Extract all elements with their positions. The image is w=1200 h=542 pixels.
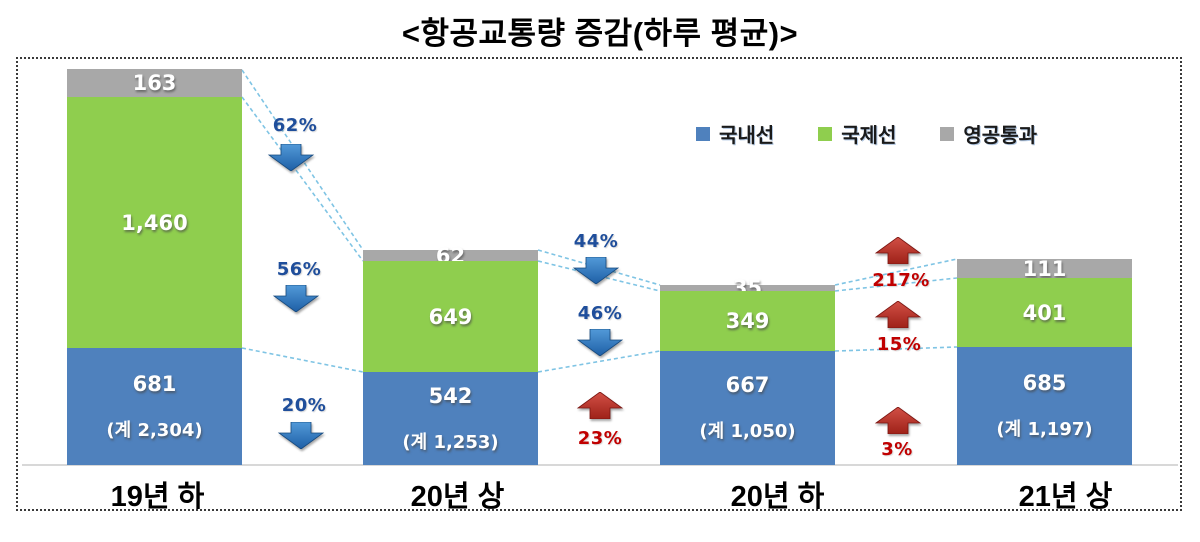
x-axis-baseline	[22, 464, 1178, 466]
bar-segment-overflight-1: 62	[363, 244, 538, 268]
increase-arrow-icon	[576, 392, 624, 419]
segment-value: 163	[132, 71, 177, 95]
change-label-international-g1: 56%	[276, 259, 322, 280]
change-label-international-g3: 15%	[876, 334, 922, 355]
bar-segment-international-0: 1,460	[67, 97, 242, 348]
bar-segment-domestic-0: 681 (계 2,304)	[67, 348, 242, 465]
legend-label-domestic: 국내선	[719, 125, 775, 147]
chart-title: <항공교통량 증감(하루 평균)>	[401, 16, 799, 51]
segment-value: 542	[428, 383, 473, 408]
change-label-domestic-g2: 23%	[577, 428, 623, 449]
bar-segment-overflight-0: 163	[67, 69, 242, 97]
segment-value: 685	[1022, 371, 1067, 395]
bar-segment-international-2: 349	[660, 291, 835, 351]
change-label-overflight-g2: 44%	[573, 231, 619, 252]
segment-value: 649	[428, 304, 473, 329]
increase-arrow-icon	[874, 301, 922, 328]
change-label-domestic-g3: 3%	[881, 439, 913, 460]
segment-value: 667	[725, 373, 770, 397]
decrease-arrow-icon	[277, 422, 325, 449]
bar-total-label: (계 1,253)	[402, 431, 499, 453]
change-label-domestic-g1: 20%	[281, 395, 327, 416]
legend-swatch-overflight-icon	[940, 126, 955, 141]
legend-label-international: 국제선	[841, 125, 897, 147]
bar-total-label: (계 1,197)	[996, 419, 1093, 440]
bar-segment-international-1: 649	[363, 261, 538, 372]
legend: 국내선 국제선 영공통과	[696, 119, 1037, 148]
legend-swatch-international-icon	[818, 126, 833, 141]
change-label-international-g2: 46%	[577, 303, 623, 324]
segment-value: 111	[1022, 256, 1067, 281]
plot-border	[16, 57, 1182, 511]
decrease-arrow-icon	[272, 285, 320, 312]
change-label-overflight-g1: 62%	[272, 115, 318, 136]
x-axis-label-0: 19년 하	[110, 481, 205, 513]
bar-segment-domestic-1: 542 (계 1,253)	[363, 372, 538, 465]
bar-total-label: (계 2,304)	[106, 419, 203, 441]
bar-segment-domestic-3: 685 (계 1,197)	[957, 347, 1132, 465]
legend-item-overflight: 영공통과	[940, 119, 1037, 148]
bar-segment-domestic-2: 667 (계 1,050)	[660, 351, 835, 465]
increase-arrow-icon	[874, 237, 922, 264]
segment-value: 349	[725, 309, 770, 333]
x-axis-label-1: 20년 상	[410, 481, 505, 513]
bar-segment-international-3: 401	[957, 278, 1132, 347]
segment-value: 401	[1022, 300, 1067, 325]
legend-label-overflight: 영공통과	[963, 125, 1038, 147]
increase-arrow-icon	[874, 407, 922, 434]
segment-value: 1,460	[121, 210, 188, 235]
decrease-arrow-icon	[267, 144, 315, 171]
legend-item-domestic: 국내선	[696, 119, 774, 148]
bar-segment-overflight-3: 111	[957, 256, 1132, 281]
legend-item-international: 국제선	[818, 119, 896, 148]
segment-value: 681	[132, 371, 177, 396]
legend-swatch-domestic-icon	[696, 126, 710, 141]
x-axis-label-3: 21년 상	[1018, 481, 1113, 513]
decrease-arrow-icon	[572, 257, 620, 284]
change-label-overflight-g3: 217%	[872, 270, 930, 291]
decrease-arrow-icon	[576, 329, 624, 356]
x-axis-label-2: 20년 하	[730, 481, 825, 513]
bar-total-label: (계 1,050)	[699, 421, 796, 442]
